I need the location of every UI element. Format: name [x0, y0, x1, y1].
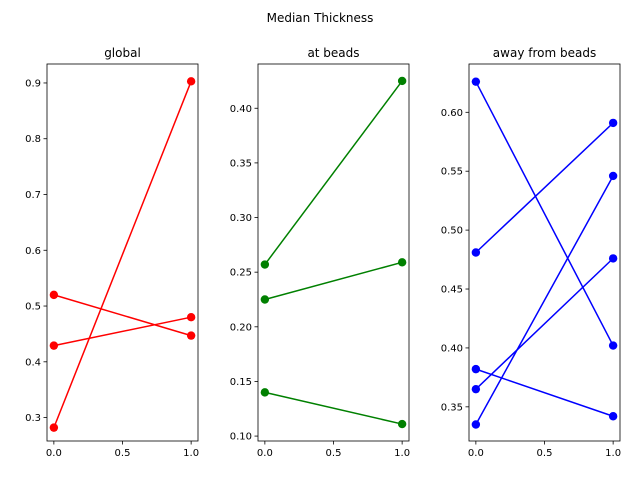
x-tick-label: 1.0 — [183, 448, 199, 459]
subplot-1: global 0.0 0.5 1.0 0.3 0.4 0.5 0.6 0.7 0.8 0.9 — [25, 46, 199, 459]
series-line-5 — [475, 175, 614, 425]
series-line-2 — [53, 316, 192, 347]
data-point — [49, 290, 59, 300]
y-tick-label: 0.15 — [230, 377, 252, 388]
subplot-title: away from beads — [493, 46, 596, 60]
data-point — [608, 171, 618, 181]
y-tick-label: 0.25 — [230, 268, 252, 279]
series-line-1 — [53, 294, 192, 337]
data-point — [397, 419, 407, 429]
data-point — [186, 77, 196, 86]
y-tick-label: 0.35 — [230, 158, 252, 169]
y-tick-label: 0.9 — [25, 78, 41, 89]
data-point — [471, 420, 481, 429]
data-point — [608, 254, 618, 263]
y-tick-label: 0.35 — [441, 402, 463, 413]
y-tick-label: 0.40 — [230, 104, 252, 115]
series-line-1 — [264, 80, 403, 265]
series-line-2 — [264, 261, 403, 301]
axes-frame — [46, 63, 199, 442]
data-point — [260, 260, 270, 269]
x-tick-label: 0.0 — [257, 448, 273, 459]
y-tick-label: 0.5 — [25, 302, 41, 313]
series-line-3 — [53, 81, 192, 428]
series-line-3 — [475, 368, 614, 417]
data-point — [471, 77, 481, 86]
x-tick-label: 0.5 — [537, 448, 553, 459]
y-tick-label: 0.30 — [230, 213, 252, 224]
y-tick-label: 0.55 — [441, 167, 463, 178]
y-tick-label: 0.4 — [25, 357, 41, 368]
data-point — [260, 388, 270, 397]
data-point — [186, 312, 196, 322]
subplot-3: away from beads 0.0 0.5 1.0 0.35 0.40 0.45 0.50… — [441, 46, 621, 459]
subplot-title: at beads — [307, 46, 359, 60]
data-point — [608, 341, 618, 350]
axes-frame — [257, 63, 410, 442]
data-point — [608, 412, 618, 421]
data-point — [186, 331, 196, 340]
data-point — [608, 118, 618, 128]
data-point — [397, 258, 407, 267]
subplot-title: global — [104, 46, 141, 60]
data-point — [260, 295, 270, 304]
data-point — [49, 423, 59, 432]
x-tick-label: 0.0 — [46, 448, 62, 459]
data-point — [471, 364, 481, 374]
data-point — [471, 248, 481, 257]
y-tick-label: 0.40 — [441, 343, 463, 354]
x-tick-label: 1.0 — [605, 448, 621, 459]
y-tick-label: 0.8 — [25, 134, 41, 145]
y-tick-label: 0.50 — [441, 226, 463, 237]
series-line-1 — [475, 81, 614, 346]
data-point — [471, 384, 481, 394]
series-line-2 — [475, 122, 614, 254]
y-tick-label: 0.6 — [25, 246, 41, 257]
subplot-2: at beads 0.0 0.5 1.0 0.10 0.15 0.20 0.25 0.30 0.3… — [230, 46, 410, 459]
subplot-grid: global 0.0 0.5 1.0 0.3 0.4 0.5 0.6 0.7 0.8 0.9 at b… — [25, 46, 621, 459]
series-line-3 — [264, 391, 403, 425]
data-point — [397, 76, 407, 86]
x-tick-label: 1.0 — [394, 448, 410, 459]
axes-frame — [468, 63, 621, 442]
series-line-4 — [475, 257, 614, 390]
y-tick-label: 0.60 — [441, 108, 463, 119]
x-tick-label: 0.5 — [115, 448, 131, 459]
x-tick-label: 0.0 — [468, 448, 484, 459]
x-tick-label: 0.5 — [326, 448, 342, 459]
y-tick-label: 0.7 — [25, 190, 41, 201]
data-point — [49, 341, 59, 350]
figure-suptitle: Median Thickness — [267, 11, 374, 25]
y-tick-label: 0.10 — [230, 432, 252, 443]
y-tick-label: 0.20 — [230, 322, 252, 333]
y-tick-label: 0.3 — [25, 413, 41, 424]
y-tick-label: 0.45 — [441, 285, 463, 296]
